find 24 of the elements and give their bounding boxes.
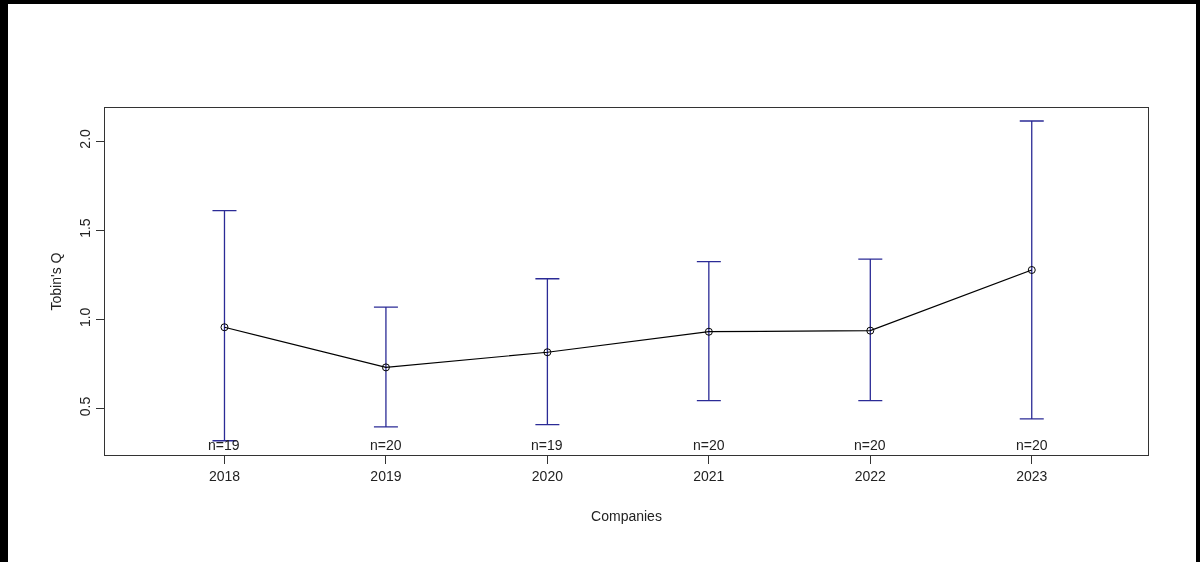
annotation: n=19 [531, 437, 563, 453]
y-tick-label: 1.5 [77, 218, 94, 238]
x-tick-label: 2023 [1016, 467, 1048, 484]
point [543, 348, 552, 357]
annotation: n=20 [1016, 437, 1048, 453]
x-axis-title: Companies [591, 508, 662, 525]
point [381, 363, 390, 372]
point [1027, 265, 1036, 274]
x-tick-label: 2021 [693, 467, 725, 484]
y-tick-label: 1.0 [77, 307, 94, 328]
annotation: n=20 [693, 437, 725, 453]
annotation: n=20 [370, 437, 402, 453]
point [866, 326, 875, 335]
point [220, 323, 229, 332]
y-tick-label: 2.0 [77, 128, 94, 149]
annotation: n=19 [208, 437, 240, 453]
point [704, 327, 713, 336]
annotation: n=20 [854, 437, 886, 453]
x-tick-label: 2019 [370, 467, 402, 484]
x-tick-label: 2020 [531, 467, 564, 484]
x-tick-label: 2022 [854, 467, 887, 484]
x-tick-label: 2018 [208, 467, 241, 484]
y-axis-title: Tobin's Q [48, 252, 64, 311]
y-tick-label: 0.5 [77, 396, 94, 417]
